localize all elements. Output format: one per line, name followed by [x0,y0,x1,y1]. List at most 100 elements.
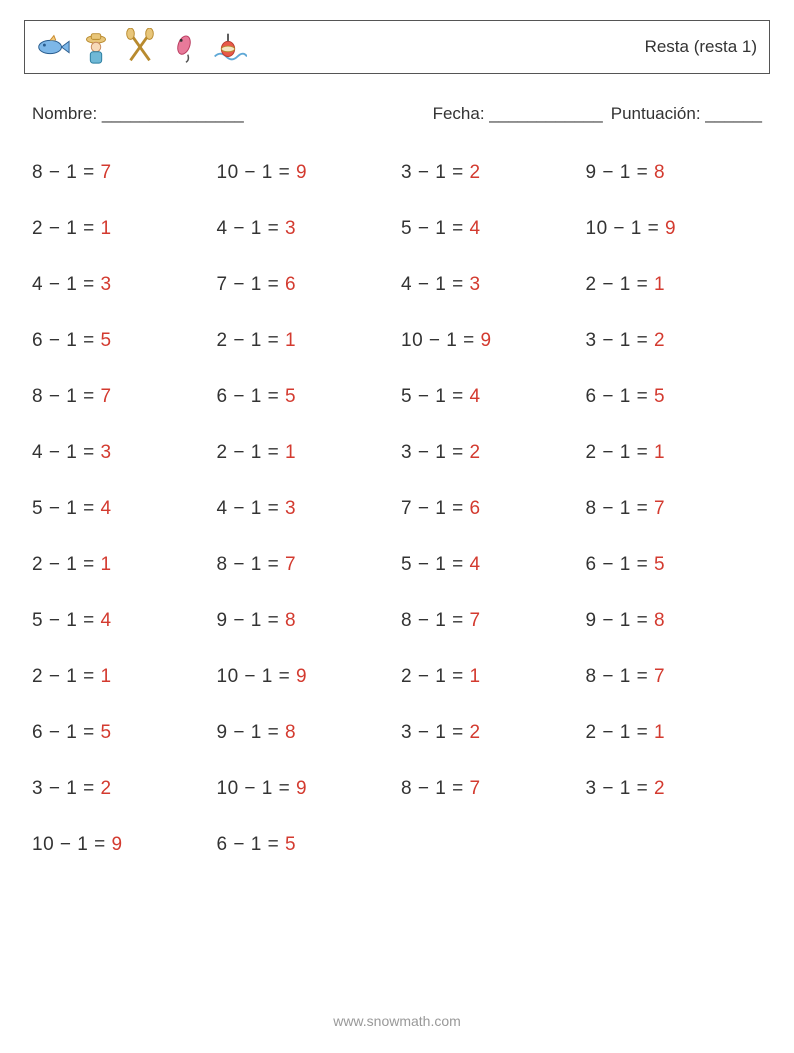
problem-cell: 2 − 1 = 1 [586,722,763,744]
problem-answer: 5 [100,330,111,351]
problem-expression: 5 − 1 = [401,386,469,407]
header-icons [33,28,247,66]
problem-expression: 4 − 1 = [32,274,100,295]
meta-row: Nombre: _______________ Fecha: _________… [24,104,770,124]
problem-cell: 8 − 1 = 7 [401,778,578,800]
problem-cell: 6 − 1 = 5 [586,554,763,576]
problem-answer: 1 [654,274,665,295]
problem-expression: 2 − 1 = [32,554,100,575]
problem-cell: 8 − 1 = 7 [586,666,763,688]
problem-expression: 2 − 1 = [217,330,285,351]
problem-answer: 4 [469,554,480,575]
problem-cell: 3 − 1 = 2 [401,162,578,184]
problem-answer: 3 [469,274,480,295]
worksheet-title: Resta (resta 1) [645,37,757,57]
footer-url: www.snowmath.com [0,1013,794,1029]
problem-answer: 2 [469,722,480,743]
problem-answer: 3 [285,218,296,239]
problem-answer: 1 [654,722,665,743]
problem-expression: 3 − 1 = [401,442,469,463]
problem-answer: 9 [665,218,676,239]
problem-cell: 2 − 1 = 1 [32,666,209,688]
problem-expression: 10 − 1 = [217,162,297,183]
problem-expression: 8 − 1 = [32,162,100,183]
problem-cell: 10 − 1 = 9 [32,834,209,856]
problem-expression: 3 − 1 = [586,778,654,799]
problem-answer: 7 [100,386,111,407]
problem-answer: 2 [654,330,665,351]
header-box: Resta (resta 1) [24,20,770,74]
problem-cell: 8 − 1 = 7 [32,386,209,408]
problem-answer: 9 [112,834,123,855]
problem-answer: 2 [469,162,480,183]
problem-cell: 8 − 1 = 7 [586,498,763,520]
problem-answer: 1 [100,218,111,239]
problem-expression: 2 − 1 = [401,666,469,687]
problem-answer: 1 [285,442,296,463]
problem-expression: 4 − 1 = [217,218,285,239]
problem-expression: 4 − 1 = [217,498,285,519]
problem-answer: 4 [469,386,480,407]
date-field: Fecha: ____________ [433,104,603,124]
problem-expression: 3 − 1 = [32,778,100,799]
problem-cell: 2 − 1 = 1 [586,442,763,464]
problem-cell: 9 − 1 = 8 [217,610,394,632]
problem-cell: 10 − 1 = 9 [217,162,394,184]
problem-cell: 2 − 1 = 1 [32,218,209,240]
problem-answer: 9 [296,162,307,183]
bobber-icon [209,28,247,66]
problem-cell: 2 − 1 = 1 [401,666,578,688]
problem-answer: 8 [654,162,665,183]
problem-answer: 4 [100,610,111,631]
problem-answer: 1 [100,666,111,687]
problem-cell: 6 − 1 = 5 [586,386,763,408]
problem-cell: 5 − 1 = 4 [32,610,209,632]
problems-grid: 8 − 1 = 7 10 − 1 = 9 3 − 1 = 2 9 − 1 = 8 2 −… [24,162,770,856]
problem-expression: 10 − 1 = [586,218,666,239]
problem-expression: 6 − 1 = [32,330,100,351]
problem-expression: 10 − 1 = [401,330,481,351]
problem-expression: 5 − 1 = [32,610,100,631]
problem-cell: 3 − 1 = 2 [401,722,578,744]
problem-cell: 9 − 1 = 8 [217,722,394,744]
problem-cell: 3 − 1 = 2 [32,778,209,800]
problem-answer: 2 [654,778,665,799]
problem-cell: 4 − 1 = 3 [401,274,578,296]
problem-cell: 3 − 1 = 2 [586,778,763,800]
problem-expression: 7 − 1 = [217,274,285,295]
problem-cell: 4 − 1 = 3 [217,218,394,240]
problem-expression: 10 − 1 = [217,778,297,799]
problem-expression: 4 − 1 = [401,274,469,295]
problem-expression: 2 − 1 = [32,666,100,687]
problem-cell: 4 − 1 = 3 [217,498,394,520]
problem-answer: 7 [285,554,296,575]
problem-expression: 3 − 1 = [401,162,469,183]
problem-cell: 6 − 1 = 5 [32,330,209,352]
problem-cell: 10 − 1 = 9 [217,666,394,688]
problem-answer: 3 [100,442,111,463]
problem-expression: 5 − 1 = [401,218,469,239]
problem-expression: 8 − 1 = [401,610,469,631]
problem-answer: 9 [296,666,307,687]
problem-answer: 1 [654,442,665,463]
problem-answer: 5 [654,554,665,575]
problem-cell: 2 − 1 = 1 [217,442,394,464]
problem-cell: 2 − 1 = 1 [217,330,394,352]
problem-cell: 10 − 1 = 9 [217,778,394,800]
problem-cell: 7 − 1 = 6 [401,498,578,520]
lure-icon [165,28,203,66]
problem-answer: 5 [100,722,111,743]
problem-answer: 2 [100,778,111,799]
problem-answer: 8 [285,610,296,631]
problem-answer: 2 [469,442,480,463]
problem-answer: 5 [285,386,296,407]
problem-expression: 3 − 1 = [401,722,469,743]
problem-answer: 7 [654,498,665,519]
problem-expression: 8 − 1 = [217,554,285,575]
problem-expression: 2 − 1 = [586,442,654,463]
problem-cell: 6 − 1 = 5 [217,386,394,408]
problem-expression: 2 − 1 = [586,722,654,743]
problem-answer: 9 [481,330,492,351]
paddles-icon [121,28,159,66]
problem-cell: 5 − 1 = 4 [401,218,578,240]
